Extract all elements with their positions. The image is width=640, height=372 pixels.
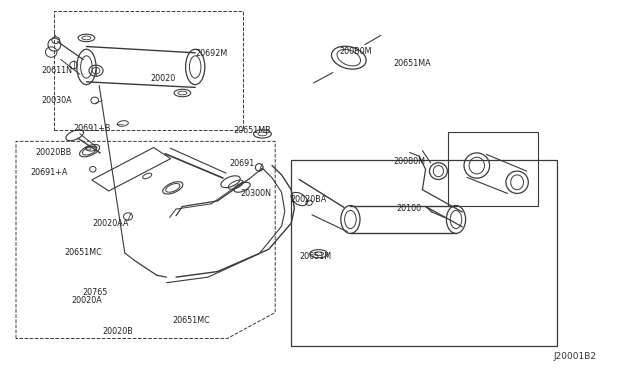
- Text: 20020B: 20020B: [102, 327, 133, 336]
- Text: 20692M: 20692M: [195, 49, 227, 58]
- Text: 20100: 20100: [397, 204, 422, 213]
- Text: 20691+A: 20691+A: [31, 169, 68, 177]
- Bar: [448, 132, 538, 206]
- Text: 20080M: 20080M: [394, 157, 426, 166]
- Text: 20020BB: 20020BB: [35, 148, 72, 157]
- Text: 20651MC: 20651MC: [173, 316, 211, 325]
- Text: 20020A: 20020A: [72, 296, 102, 305]
- Bar: [291, 160, 557, 346]
- Text: 20300N: 20300N: [240, 189, 271, 198]
- Text: 20651MC: 20651MC: [64, 248, 102, 257]
- Text: 20651MB: 20651MB: [234, 126, 271, 135]
- Text: 20765: 20765: [82, 288, 108, 296]
- Text: 20651M: 20651M: [300, 252, 332, 261]
- Bar: [54, 11, 243, 130]
- Text: 20020BA: 20020BA: [290, 195, 326, 203]
- Text: 200B0M: 200B0M: [339, 47, 372, 56]
- Text: 20611N: 20611N: [42, 66, 72, 75]
- Text: 20020: 20020: [150, 74, 175, 83]
- Text: 20030A: 20030A: [42, 96, 72, 105]
- Text: 20691: 20691: [229, 159, 254, 168]
- Text: 20691+B: 20691+B: [74, 124, 111, 133]
- Text: J20001B2: J20001B2: [554, 352, 596, 361]
- Text: 20020AA: 20020AA: [93, 219, 129, 228]
- Text: 20651MA: 20651MA: [394, 59, 431, 68]
